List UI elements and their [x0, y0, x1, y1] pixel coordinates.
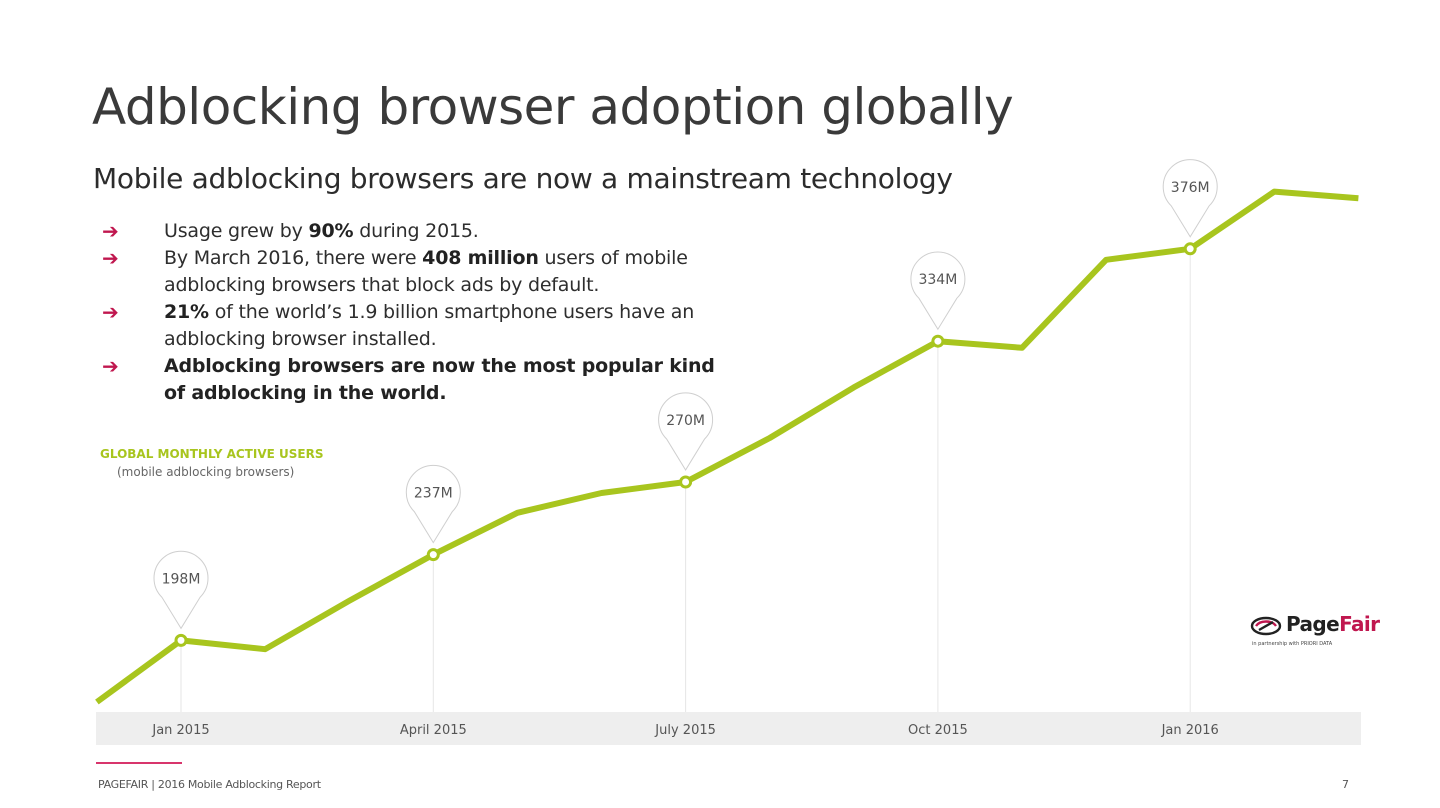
data-label: 334M: [918, 272, 957, 288]
x-tick-label: April 2015: [400, 723, 467, 738]
bullet-text: 90%: [308, 220, 354, 242]
pagefair-logo: PageFair in partnership with PRIORI DATA: [1248, 612, 1380, 652]
slide-subtitle: Mobile adblocking browsers are now a mai…: [93, 162, 953, 195]
x-axis-band: [96, 712, 1361, 745]
bullet-item: ➔ Adblocking browsers are now the most po…: [102, 353, 722, 407]
data-point: [174, 633, 188, 647]
arrow-icon: ➔: [102, 219, 119, 243]
series-line: [95, 188, 1359, 705]
x-tick-label: Oct 2015: [908, 723, 968, 738]
x-tick-label: Jan 2016: [1161, 723, 1219, 738]
arrow-icon: ➔: [102, 300, 119, 324]
bullet-text: 21%: [164, 301, 209, 323]
arrow-icon: ➔: [102, 354, 119, 378]
partner-text: in partnership with PRIORI DATA: [1252, 641, 1333, 647]
footer-rule: [96, 762, 182, 764]
slide-title: Adblocking browser adoption globally: [92, 78, 1014, 136]
data-label: 198M: [162, 571, 201, 587]
data-point: [1183, 242, 1197, 256]
bullet-item: ➔ 21% of the world’s 1.9 billion smartpho…: [102, 299, 722, 353]
data-label: 237M: [414, 486, 453, 502]
bullet-text: users of mobile adblocking browsers that…: [164, 247, 688, 296]
bullet-text: Usage grew by: [164, 220, 309, 242]
x-tick-label: July 2015: [654, 723, 716, 738]
bullet-text: Adblocking browsers are now the most pop…: [164, 355, 715, 404]
pagefair-logo-icon: [1250, 616, 1282, 636]
page-number: 7: [1342, 778, 1349, 791]
bullet-text: of the world’s 1.9 billion smartphone us…: [164, 301, 695, 350]
marker-callout: [153, 550, 209, 630]
bullet-item: ➔ By March 2016, there were 408 million u…: [102, 245, 722, 299]
data-label: 270M: [666, 413, 705, 429]
data-point: [679, 475, 693, 489]
footer-text: PAGEFAIR | 2016 Mobile Adblocking Report: [98, 778, 321, 791]
marker-callout: [910, 251, 966, 331]
chart-sublabel: (mobile adblocking browsers): [117, 465, 295, 479]
arrow-icon: ➔: [102, 246, 119, 270]
bullet-text: 408 million: [422, 247, 539, 269]
marker-callout: [405, 464, 461, 544]
bullet-text: during 2015.: [353, 220, 479, 242]
data-point: [931, 334, 945, 348]
data-label: 376M: [1171, 180, 1210, 196]
marker-callout: [658, 392, 714, 471]
bullet-item: ➔ Usage grew by 90% during 2015.: [102, 218, 722, 245]
x-tick-label: Jan 2015: [151, 723, 209, 738]
pagefair-wordmark: PageFair: [1286, 612, 1380, 636]
bullet-list: ➔ Usage grew by 90% during 2015. ➔ By March…: [102, 218, 722, 407]
chart-label: GLOBAL MONTHLY ACTIVE USERS: [100, 447, 324, 461]
bullet-text: By March 2016, there were: [164, 247, 423, 269]
marker-callout: [1162, 159, 1218, 238]
data-point: [426, 548, 440, 562]
